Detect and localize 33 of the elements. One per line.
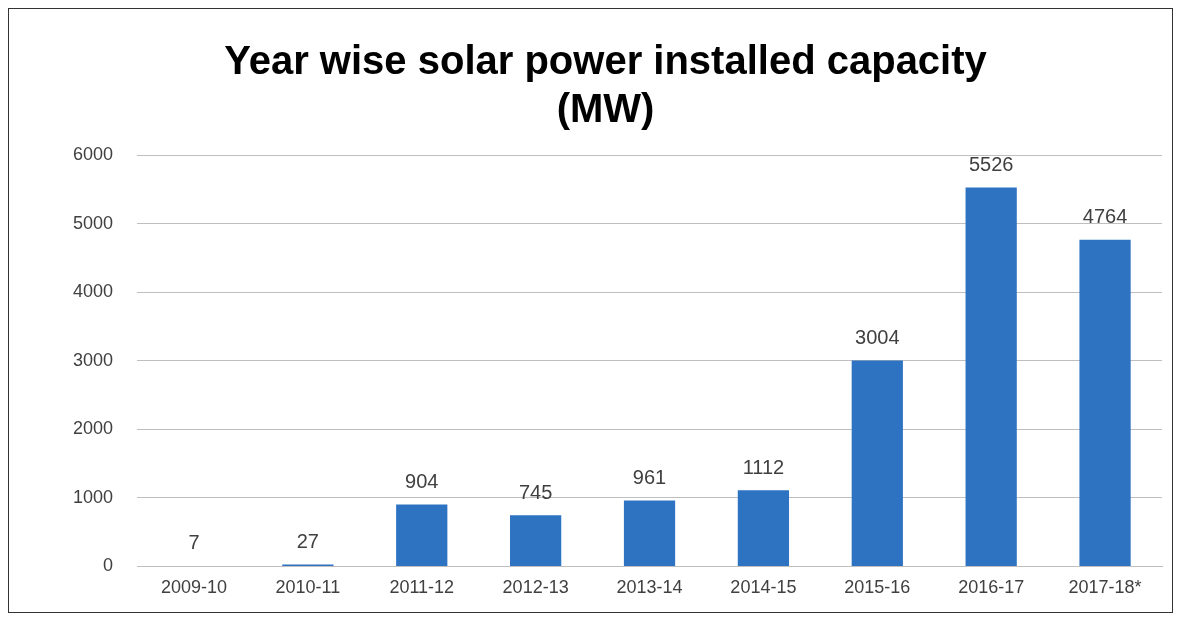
x-tick-label: 2017-18* (1068, 577, 1142, 598)
y-tick-label: 3000 (73, 349, 114, 370)
y-tick-label: 6000 (73, 143, 114, 164)
bar (1079, 239, 1131, 566)
bar (510, 515, 562, 566)
data-label: 5526 (968, 153, 1014, 176)
y-tick-label: 1000 (73, 486, 114, 507)
x-tick-label: 2016-17 (958, 577, 1025, 598)
data-label: 3004 (855, 325, 900, 348)
x-tick-label: 2013-14 (616, 577, 683, 598)
x-tick-label: 2015-16 (844, 577, 911, 598)
bar (396, 504, 448, 566)
data-label: 4764 (1082, 205, 1128, 228)
data-label: 961 (632, 466, 667, 489)
chart-title: Year wise solar power installed capacity (MW) (224, 38, 988, 131)
y-tick-label: 2000 (73, 418, 114, 439)
y-tick-label: 4000 (73, 281, 114, 302)
bar (737, 490, 790, 566)
bar (851, 360, 903, 566)
y-tick-label: 5000 (73, 212, 114, 233)
x-tick-label: 2011-12 (389, 577, 455, 598)
data-label: 904 (405, 469, 439, 492)
data-label: 7 (188, 531, 200, 554)
data-label: 745 (518, 480, 553, 503)
x-tick-label: 2010-11 (275, 577, 341, 598)
data-label: 1112 (742, 455, 785, 478)
y-tick-label: 0 (103, 555, 114, 576)
bar (965, 187, 1017, 566)
x-tick-label: 2014-15 (730, 577, 797, 598)
data-label: 27 (296, 530, 319, 553)
x-tick-label: 2009-10 (160, 577, 228, 598)
bar (623, 500, 676, 566)
x-tick-label: 2012-13 (502, 577, 569, 598)
